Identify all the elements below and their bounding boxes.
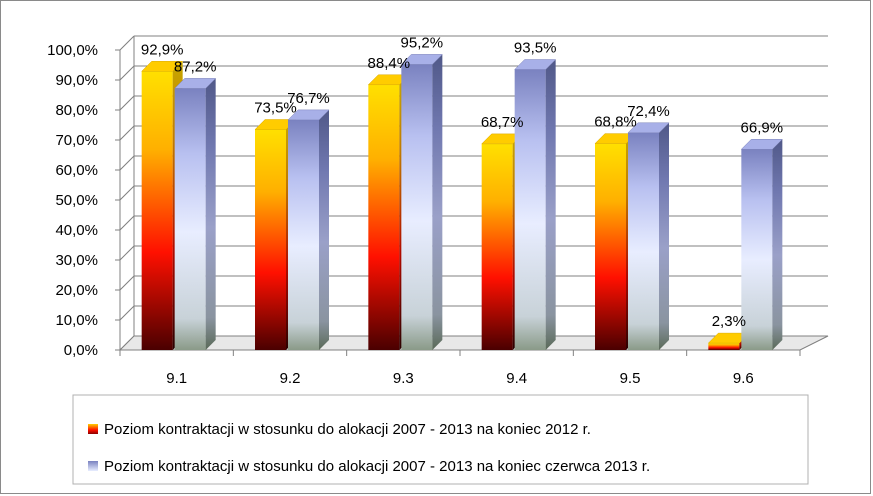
bar bbox=[141, 71, 173, 351]
gridline-depth bbox=[119, 95, 135, 111]
gridline-depth bbox=[119, 305, 135, 321]
axes bbox=[115, 36, 829, 356]
y-tick-label: 90,0% bbox=[55, 72, 98, 89]
data-label: 68,8% bbox=[594, 114, 637, 131]
x-tick-label: 9.5 bbox=[620, 370, 641, 387]
bars bbox=[141, 54, 783, 351]
gridlines bbox=[119, 35, 828, 351]
bar-side bbox=[205, 78, 216, 351]
bar-top bbox=[400, 54, 443, 65]
bar bbox=[401, 64, 433, 351]
bar bbox=[595, 143, 626, 350]
bar bbox=[288, 119, 319, 351]
legend-label-series-2: Poziom kontraktacji w stosunku do alokac… bbox=[104, 458, 650, 475]
bar-top bbox=[740, 139, 783, 150]
legend: Poziom kontraktacji w stosunku do alokac… bbox=[72, 394, 809, 485]
data-label: 66,9% bbox=[741, 119, 784, 136]
data-labels: 92,9%87,2% 73,5%76,7% 88,4% 95,2% 68,7% 93,5%… bbox=[141, 34, 783, 330]
gridline-depth bbox=[119, 155, 135, 171]
bar-side bbox=[432, 54, 443, 351]
bar bbox=[708, 343, 740, 350]
gridline-depth bbox=[119, 245, 135, 261]
bar bbox=[741, 149, 773, 350]
gridline-depth bbox=[119, 125, 135, 141]
gridline-depth bbox=[119, 35, 135, 51]
y-axis-ticks: 0,0% 10,0% 20,0% 30,0% 40,0% 50,0% 60,0% 70,0% 8… bbox=[47, 42, 98, 359]
data-label: 95,2% bbox=[401, 34, 444, 51]
legend-label-series-1: Poziom kontraktacji w stosunku do alokac… bbox=[104, 421, 591, 438]
y-tick-label: 0,0% bbox=[64, 342, 98, 359]
bar-top bbox=[287, 109, 330, 121]
x-tick-label: 9.3 bbox=[393, 370, 414, 387]
gridline-depth bbox=[119, 65, 135, 81]
bar-top bbox=[514, 59, 557, 70]
y-tick-label: 30,0% bbox=[55, 252, 98, 269]
bar bbox=[174, 88, 206, 351]
data-label: 72,4% bbox=[627, 103, 670, 120]
bar-side bbox=[545, 59, 556, 350]
gridline-depth bbox=[119, 215, 135, 231]
legend-swatch-series-2 bbox=[88, 461, 98, 471]
y-tick-label: 100,0% bbox=[47, 42, 98, 59]
bar-side bbox=[319, 109, 329, 351]
data-label: 88,4% bbox=[368, 55, 411, 72]
bar bbox=[628, 132, 659, 350]
gridline-depth bbox=[119, 275, 135, 291]
legend-swatch-series-1 bbox=[88, 424, 98, 434]
y-tick-label: 70,0% bbox=[55, 132, 98, 149]
bar-top bbox=[174, 78, 217, 89]
x-tick-label: 9.6 bbox=[733, 370, 754, 387]
x-tick-label: 9.4 bbox=[506, 370, 527, 387]
y-tick-label: 20,0% bbox=[55, 282, 98, 299]
x-tick-label: 9.1 bbox=[166, 370, 187, 387]
data-label: 87,2% bbox=[174, 58, 217, 75]
x-axis-ticks: 9.1 9.2 9.3 9.4 9.5 9.6 bbox=[166, 370, 754, 387]
data-label: 2,3% bbox=[712, 313, 746, 330]
data-label: 92,9% bbox=[141, 41, 184, 58]
x-tick-label: 9.2 bbox=[280, 370, 301, 387]
bar bbox=[481, 143, 513, 350]
data-label: 68,7% bbox=[481, 114, 524, 131]
legend-box bbox=[72, 394, 809, 485]
gridline-depth bbox=[119, 185, 135, 201]
y-tick-label: 60,0% bbox=[55, 162, 98, 179]
bar bbox=[514, 69, 546, 350]
y-tick-label: 40,0% bbox=[55, 222, 98, 239]
data-label: 93,5% bbox=[514, 40, 557, 57]
y-tick-label: 10,0% bbox=[55, 312, 98, 329]
data-label: 73,5% bbox=[254, 100, 297, 117]
bar bbox=[255, 129, 286, 350]
data-label: 76,7% bbox=[287, 90, 330, 107]
bar-top bbox=[141, 61, 184, 72]
bar-side bbox=[772, 139, 783, 350]
bar-side bbox=[659, 122, 669, 350]
y-tick-label: 50,0% bbox=[55, 192, 98, 209]
bar-top bbox=[627, 122, 670, 134]
y-tick-label: 80,0% bbox=[55, 102, 98, 119]
bar bbox=[368, 84, 400, 351]
